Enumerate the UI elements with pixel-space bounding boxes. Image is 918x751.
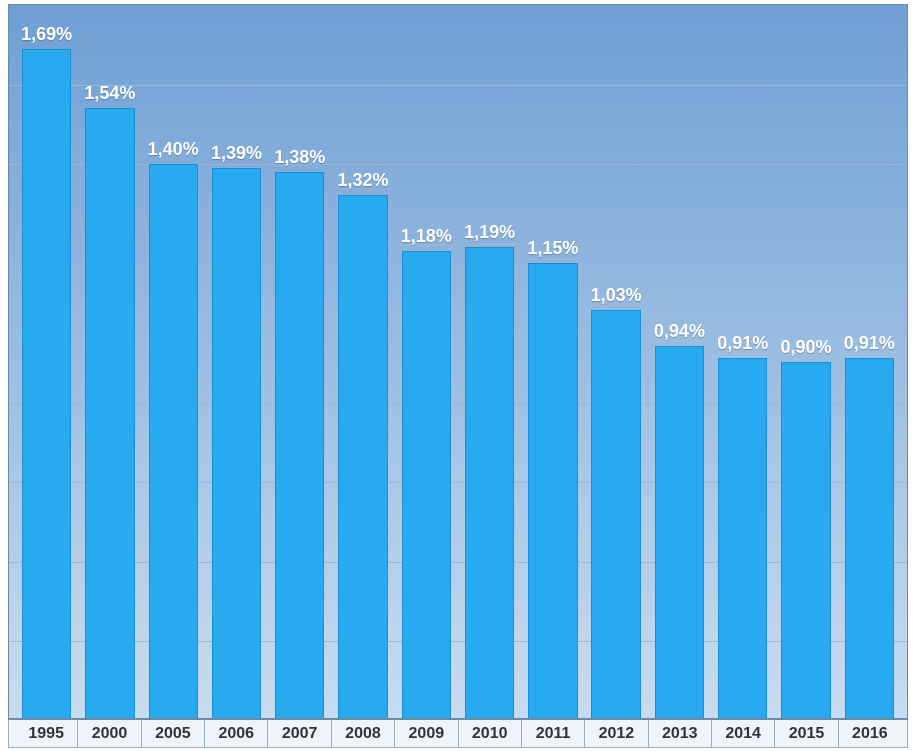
x-tick-label: 2011	[521, 720, 584, 748]
bar: 1,38%	[275, 172, 324, 719]
bar-value-label: 0,90%	[780, 337, 831, 358]
bar-value-label: 0,91%	[844, 333, 895, 354]
bar-slot: 1,69%	[15, 5, 78, 719]
bar: 0,91%	[845, 358, 894, 719]
bar-slot: 1,40%	[142, 5, 205, 719]
x-tick-label: 2007	[267, 720, 330, 748]
bar-value-label: 1,69%	[21, 24, 72, 45]
x-tick-label: 2014	[711, 720, 774, 748]
x-tick-label: 1995	[15, 720, 77, 748]
bar-slot: 0,91%	[711, 5, 774, 719]
bar-slot: 1,19%	[458, 5, 521, 719]
x-tick-label: 2012	[584, 720, 647, 748]
x-tick-label: 2010	[458, 720, 521, 748]
bar-chart: 1,69% 1,54% 1,40% 1,39% 1,38% 1,32% 1,18% 1,19%…	[0, 0, 918, 751]
bar-slot: 1,03%	[585, 5, 648, 719]
bar-value-label: 1,39%	[211, 143, 262, 164]
bar-value-label: 1,54%	[84, 83, 135, 104]
x-tick-label: 2006	[204, 720, 267, 748]
bar-slot: 1,38%	[268, 5, 331, 719]
bar-value-label: 1,40%	[148, 139, 199, 160]
bar-slot: 0,90%	[774, 5, 837, 719]
bar: 1,18%	[402, 251, 451, 719]
bar-slot: 1,39%	[205, 5, 268, 719]
bar: 1,32%	[338, 195, 387, 719]
x-tick-label: 2000	[77, 720, 140, 748]
x-tick-label: 2015	[774, 720, 837, 748]
bar-value-label: 1,32%	[338, 170, 389, 191]
x-tick-label: 2005	[141, 720, 204, 748]
plot-area: 1,69% 1,54% 1,40% 1,39% 1,38% 1,32% 1,18% 1,19%…	[8, 4, 908, 720]
bar: 1,39%	[212, 168, 261, 719]
bar-slot: 1,32%	[331, 5, 394, 719]
bar-value-label: 1,15%	[527, 238, 578, 259]
bar-value-label: 1,38%	[274, 147, 325, 168]
bar: 1,19%	[465, 247, 514, 719]
bar: 0,91%	[718, 358, 767, 719]
bar: 1,03%	[591, 310, 640, 719]
x-axis: 1995200020052006200720082009201020112012…	[8, 720, 908, 748]
bar-slot: 0,94%	[648, 5, 711, 719]
bar: 1,15%	[528, 263, 577, 719]
bar-slot: 1,15%	[521, 5, 584, 719]
bar-slot: 1,54%	[78, 5, 141, 719]
bar-slot: 1,18%	[395, 5, 458, 719]
bar: 1,54%	[85, 108, 134, 719]
x-tick-label: 2016	[838, 720, 901, 748]
bar-slot: 0,91%	[838, 5, 901, 719]
x-tick-label: 2008	[331, 720, 394, 748]
bar: 1,69%	[22, 49, 71, 719]
bar-value-label: 1,19%	[464, 222, 515, 243]
bars-layer: 1,69% 1,54% 1,40% 1,39% 1,38% 1,32% 1,18% 1,19%…	[9, 5, 907, 719]
bar: 0,90%	[781, 362, 830, 719]
bar-value-label: 0,94%	[654, 321, 705, 342]
bar: 0,94%	[655, 346, 704, 719]
bar: 1,40%	[149, 164, 198, 719]
x-tick-label: 2009	[394, 720, 457, 748]
bar-value-label: 1,18%	[401, 226, 452, 247]
bar-value-label: 1,03%	[591, 285, 642, 306]
bar-value-label: 0,91%	[717, 333, 768, 354]
x-tick-label: 2013	[648, 720, 711, 748]
